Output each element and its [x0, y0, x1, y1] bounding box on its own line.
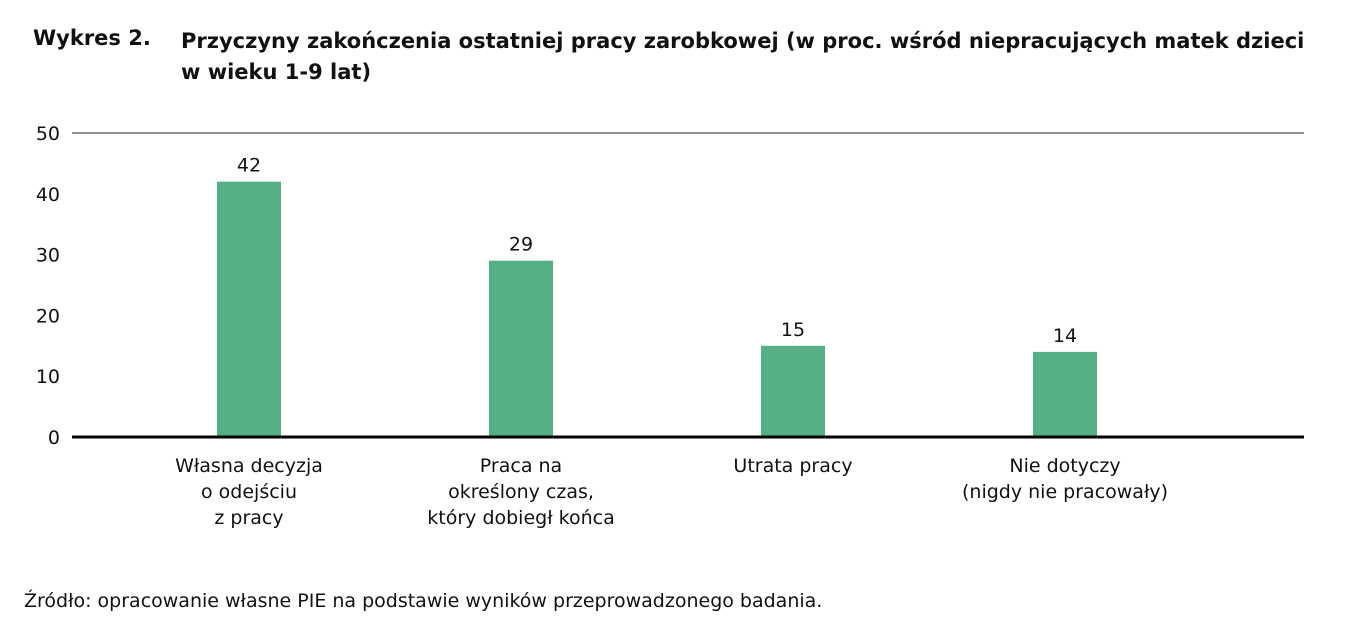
value-labels-group: 42 29 15 14: [237, 155, 1077, 347]
bar: [489, 260, 553, 437]
y-tick-label: 30: [36, 245, 60, 267]
bar: [217, 181, 281, 437]
bar-value-label: 42: [237, 155, 261, 177]
category-label: Nie dotyczy (nigdy nie pracowały): [962, 455, 1168, 503]
bar-value-label: 14: [1053, 325, 1077, 347]
category-label: Praca na określony czas, który dobiegł koń…: [427, 455, 614, 529]
y-axis: 0 10 20 30 40 50: [36, 123, 60, 449]
bar: [761, 345, 825, 437]
category-label: Utrata pracy: [733, 455, 852, 477]
bar-chart: 0 10 20 30 40 50 42 29 15 14 Własna decyzja o ode…: [36, 123, 1304, 529]
chart-number-label: Wykres 2.: [33, 26, 151, 50]
y-tick-label: 40: [36, 184, 60, 206]
category-label: Własna decyzja o odejściu z pracy: [175, 455, 323, 529]
y-tick-label: 50: [36, 123, 60, 145]
y-tick-label: 20: [36, 305, 60, 327]
category-labels-group: Własna decyzja o odejściu z pracy Praca na o…: [175, 455, 1168, 529]
bars-group: [217, 181, 1097, 437]
y-tick-label: 10: [36, 366, 60, 388]
chart-title: Przyczyny zakończenia ostatniej pracy za…: [181, 29, 1305, 84]
bar: [1033, 351, 1097, 437]
bar-value-label: 15: [781, 319, 805, 341]
source-note: Źródło: opracowanie własne PIE na podsta…: [24, 590, 823, 612]
bar-value-label: 29: [509, 234, 533, 256]
y-tick-label: 0: [48, 427, 60, 449]
